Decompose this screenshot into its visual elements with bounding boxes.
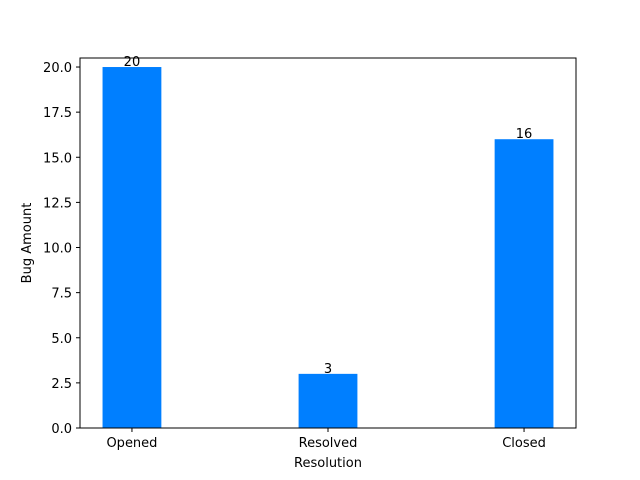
- y-tick-label: 12.5: [43, 196, 72, 211]
- y-tick-label: 15.0: [43, 151, 72, 166]
- data-label-opened: 20: [124, 55, 141, 70]
- x-tick-label-opened: Opened: [106, 436, 157, 451]
- data-label-resolved: 3: [324, 362, 332, 377]
- y-tick-label: 17.5: [43, 106, 72, 121]
- plot-area: [80, 58, 576, 428]
- x-tick-label-resolved: Resolved: [299, 436, 358, 451]
- bar-resolved: [298, 373, 358, 428]
- y-axis-label: Bug Amount: [20, 203, 35, 284]
- data-labels-group: 20 3 16: [124, 55, 533, 377]
- bar-closed: [494, 139, 554, 428]
- y-tick-label: 7.5: [51, 287, 72, 302]
- x-axis-label: Resolution: [294, 456, 362, 471]
- y-tick-label: 0.0: [51, 422, 72, 437]
- x-axis: Opened Resolved Closed: [106, 428, 546, 451]
- y-axis: 0.0 2.5 5.0 7.5 10.0 12.5 15.0 17.5 20.0: [43, 61, 80, 437]
- y-tick-label: 10.0: [43, 242, 72, 257]
- y-tick-label: 5.0: [51, 332, 72, 347]
- bars-group: [102, 67, 554, 429]
- y-tick-label: 2.5: [51, 377, 72, 392]
- bar-opened: [102, 67, 162, 429]
- y-tick-label: 20.0: [43, 61, 72, 76]
- data-label-closed: 16: [516, 127, 533, 142]
- x-tick-label-closed: Closed: [502, 436, 546, 451]
